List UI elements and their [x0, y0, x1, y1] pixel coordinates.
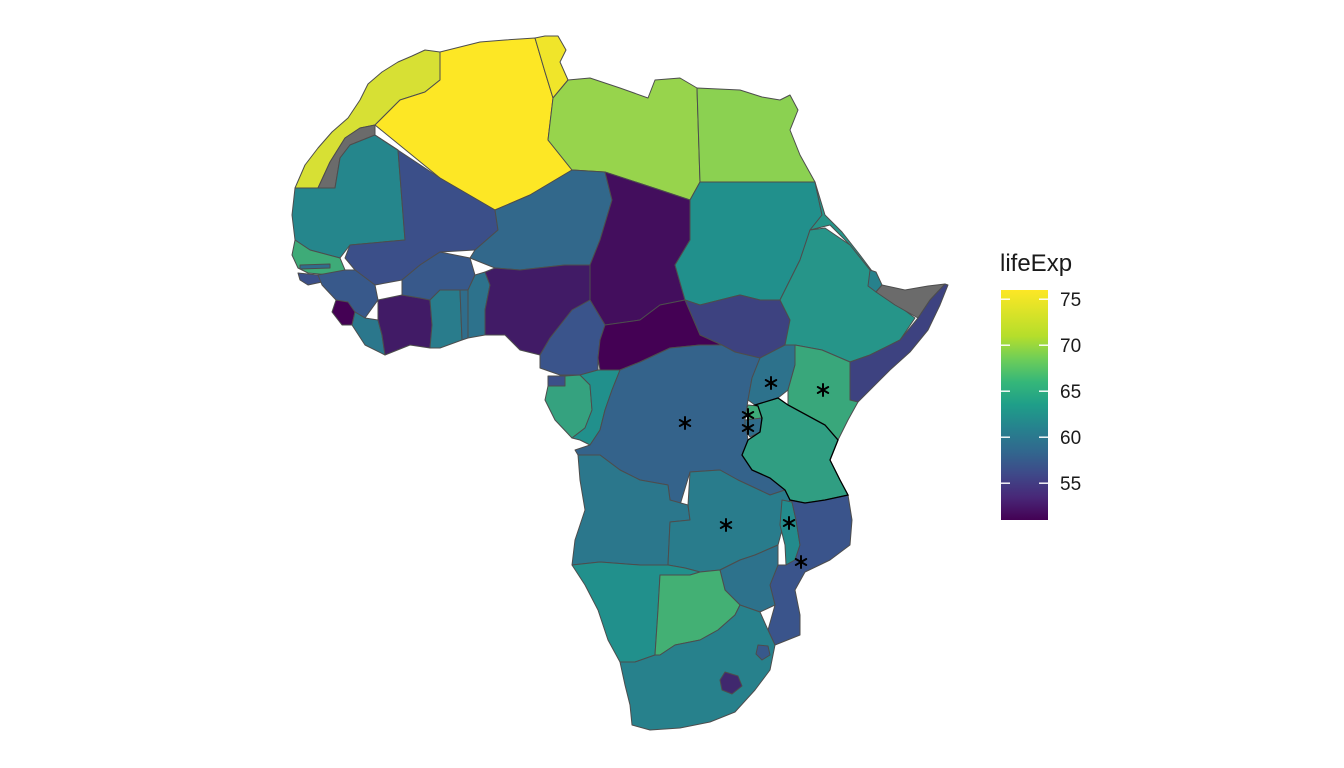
country-south-africa[interactable]: [619, 604, 776, 731]
marker-rwanda-icon: [741, 408, 755, 422]
country-mauritania[interactable]: [291, 134, 406, 259]
country-egypt[interactable]: [696, 87, 816, 183]
marker-burundi-icon: [741, 421, 755, 435]
country-uganda[interactable]: [747, 344, 796, 406]
marker-uganda-icon: [764, 376, 778, 390]
legend: lifeExp 75 70 65 60 55: [1000, 250, 1081, 520]
country-ghana[interactable]: [429, 289, 463, 349]
marker-drc-icon: [678, 416, 692, 430]
country-mozambique[interactable]: [767, 494, 853, 646]
legend-title: lifeExp: [1000, 250, 1072, 277]
legend-tick-label: 55: [1060, 474, 1081, 495]
country-guinea-bissau[interactable]: [297, 272, 323, 286]
markers-layer: [678, 376, 830, 569]
countries-layer: [291, 35, 949, 731]
legend-tick-label: 65: [1060, 382, 1081, 403]
legend-colorbar: [1001, 290, 1048, 520]
tanzania-highlight-outline: [741, 397, 849, 504]
country-burundi[interactable]: [744, 417, 763, 438]
country-equatorial-guinea[interactable]: [547, 375, 566, 387]
country-tunisia[interactable]: [534, 35, 569, 99]
country-cote-divoire[interactable]: [377, 294, 433, 356]
marker-zambia-icon: [719, 518, 733, 532]
country-somalia[interactable]: [849, 283, 949, 403]
legend-tick-label: 60: [1060, 428, 1081, 449]
country-lesotho[interactable]: [719, 671, 743, 695]
legend-tick-label: 70: [1060, 336, 1081, 357]
marker-mozambique-icon: [794, 555, 808, 569]
country-eswatini[interactable]: [755, 644, 771, 661]
country-togo[interactable]: [459, 289, 469, 341]
legend-tick-label: 75: [1060, 290, 1081, 311]
marker-malawi-icon: [782, 516, 796, 530]
legend-ticks: 75 70 65 60 55: [1001, 290, 1081, 495]
country-gambia[interactable]: [299, 263, 331, 270]
marker-kenya-icon: [816, 383, 830, 397]
